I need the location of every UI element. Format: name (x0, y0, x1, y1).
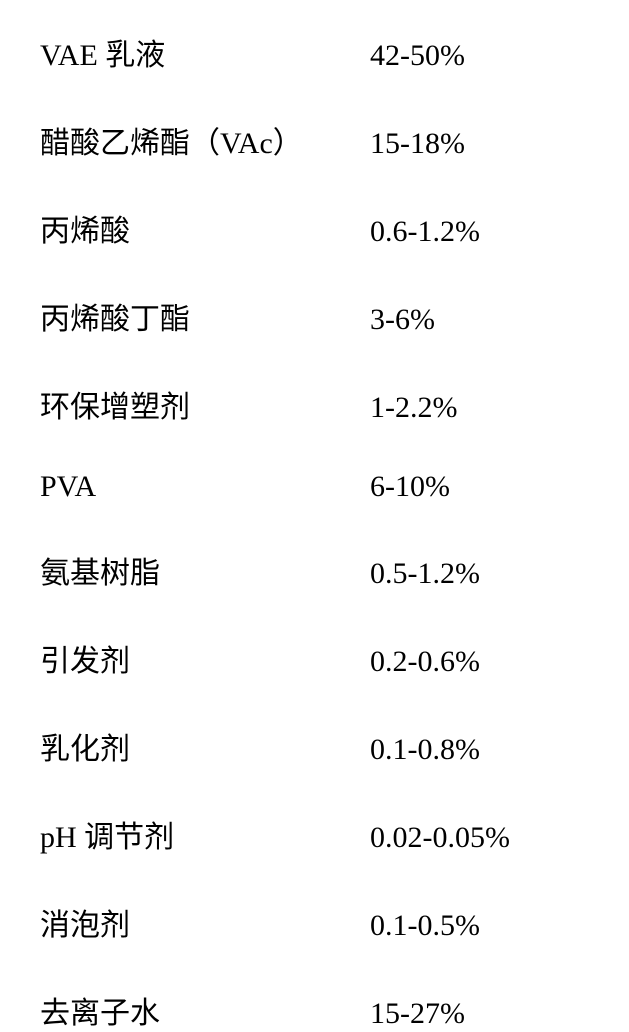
percentage-value: 0.2-0.6% (370, 645, 480, 679)
ingredient-label: VAE 乳液 (40, 30, 370, 74)
table-row: 丙烯酸 0.6-1.2% (40, 206, 579, 250)
percentage-value: 0.1-0.5% (370, 909, 480, 943)
ingredient-label: pH 调节剂 (40, 812, 370, 856)
ingredient-label: 氨基树脂 (40, 548, 370, 592)
table-row: 引发剂 0.2-0.6% (40, 636, 579, 680)
percentage-value: 0.02-0.05% (370, 821, 510, 855)
ingredient-label: 乳化剂 (40, 724, 370, 768)
table-row: 氨基树脂 0.5-1.2% (40, 548, 579, 592)
percentage-value: 42-50% (370, 39, 465, 73)
table-row: 丙烯酸丁酯 3-6% (40, 294, 579, 338)
percentage-value: 0.5-1.2% (370, 557, 480, 591)
ingredient-label: PVA (40, 470, 370, 504)
composition-table: VAE 乳液 42-50% 醋酸乙烯酯（VAc） 15-18% 丙烯酸 0.6-… (40, 30, 579, 1032)
table-row: 醋酸乙烯酯（VAc） 15-18% (40, 118, 579, 162)
percentage-value: 0.1-0.8% (370, 733, 480, 767)
percentage-value: 1-2.2% (370, 391, 457, 425)
percentage-value: 0.6-1.2% (370, 215, 480, 249)
table-row: pH 调节剂 0.02-0.05% (40, 812, 579, 856)
percentage-value: 15-18% (370, 127, 465, 161)
table-row: 去离子水 15-27% (40, 988, 579, 1032)
table-row: 乳化剂 0.1-0.8% (40, 724, 579, 768)
ingredient-label: 环保增塑剂 (40, 382, 370, 426)
percentage-value: 6-10% (370, 470, 450, 504)
ingredient-label: 醋酸乙烯酯（VAc） (40, 118, 370, 162)
ingredient-label: 消泡剂 (40, 900, 370, 944)
ingredient-label: 丙烯酸丁酯 (40, 294, 370, 338)
table-row: VAE 乳液 42-50% (40, 30, 579, 74)
ingredient-label: 去离子水 (40, 988, 370, 1032)
ingredient-label: 丙烯酸 (40, 206, 370, 250)
percentage-value: 15-27% (370, 997, 465, 1031)
table-row: PVA 6-10% (40, 470, 579, 504)
table-row: 消泡剂 0.1-0.5% (40, 900, 579, 944)
ingredient-label: 引发剂 (40, 636, 370, 680)
percentage-value: 3-6% (370, 303, 435, 337)
table-row: 环保增塑剂 1-2.2% (40, 382, 579, 426)
